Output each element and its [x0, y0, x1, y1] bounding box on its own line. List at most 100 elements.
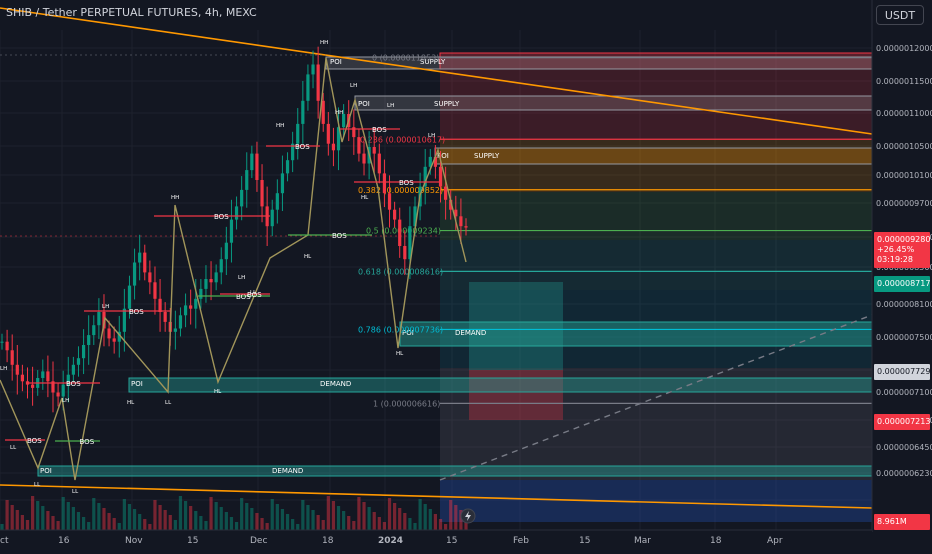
volume-bar: [387, 498, 392, 530]
candle-body: [15, 364, 19, 375]
swing-label: LL: [165, 400, 172, 406]
fib-label: 0.5 (0.000009234): [366, 227, 441, 236]
volume-bar: [428, 509, 432, 530]
x-tick-label: 15: [446, 536, 457, 546]
price-badge: [874, 364, 930, 380]
zone-type-label: SUPPLY: [434, 100, 460, 108]
candle-body: [204, 279, 208, 289]
volume-bar: [46, 511, 50, 530]
volume-bar: [92, 498, 96, 530]
fib-label: 1 (0.000006616): [373, 399, 440, 408]
candle-body: [306, 74, 310, 101]
volume-bar: [214, 502, 218, 530]
lower-trendline: [0, 484, 873, 509]
volume-bar: [362, 502, 366, 530]
volume-bar: [61, 497, 65, 530]
candle-body: [352, 127, 356, 138]
candle-body: [158, 298, 162, 312]
descending-trendline: [0, 7, 873, 135]
fib-band-236: [440, 69, 872, 139]
volume-bar: [148, 524, 152, 530]
volume-bar: [66, 502, 70, 530]
volume-bar: [138, 514, 142, 530]
candle-body: [97, 312, 101, 326]
y-tick-label: 0.0000012000: [876, 44, 932, 53]
x-tick-label: Feb: [513, 536, 529, 546]
bos-label: BOS: [236, 293, 251, 301]
volume-bar: [122, 499, 126, 530]
swing-label: HH: [276, 123, 284, 129]
x-tick-label: Nov: [125, 536, 143, 546]
volume-bar: [209, 497, 213, 530]
volume-bar: [20, 515, 24, 530]
candle-body: [25, 381, 30, 385]
volume-bar: [87, 522, 91, 530]
volume-bar: [301, 500, 305, 530]
candle-body: [275, 193, 279, 210]
y-tick-label: 0.0000008100: [876, 300, 932, 309]
replay-icon[interactable]: [460, 508, 476, 524]
y-tick-label: 0.0000011500: [876, 77, 932, 86]
candle-body: [291, 143, 295, 161]
volume-bar: [459, 510, 463, 530]
price-badge-text: 03:19:28: [877, 255, 913, 264]
time-axis[interactable]: ct 16 Nov 15 Dec 18 2024 15 Feb 15 Mar 18 Apr: [0, 529, 872, 550]
x-tick-label: 18: [322, 536, 334, 546]
poi-demand-zone: [399, 321, 873, 347]
volume-bar: [0, 524, 4, 530]
fib-label: 0.618 (0.000008616): [358, 267, 443, 276]
bos-label: BOS: [247, 291, 262, 299]
price-badge: [874, 232, 930, 268]
bos-label: BOS: [27, 437, 42, 445]
volume-bar: [270, 499, 274, 530]
volume-bar: [418, 499, 422, 530]
candle-body: [61, 384, 65, 397]
volume-bar: [342, 511, 346, 530]
volume-bar: [153, 500, 157, 530]
volume-bar: [158, 505, 162, 530]
zone-type-label: DEMAND: [320, 380, 351, 388]
volume-bar: [41, 506, 45, 530]
candle-body: [10, 350, 14, 365]
swing-label: HH: [320, 40, 328, 46]
candle-body: [362, 153, 366, 164]
price-badge-text: 8.961M: [877, 517, 907, 526]
candle-body: [71, 364, 75, 375]
volume-bar: [311, 510, 315, 530]
volume-bar: [306, 505, 310, 530]
candle-body: [117, 331, 121, 342]
candle-body: [183, 305, 188, 316]
currency-button[interactable]: USDT: [876, 5, 924, 25]
volume-bar: [163, 510, 167, 530]
poi-supply-zone: [354, 95, 873, 111]
x-tick-label: 15: [187, 536, 198, 546]
swing-label: HL: [127, 400, 135, 406]
fib-band-382: [440, 139, 872, 192]
long-target-zone: [469, 282, 563, 370]
bos-label: BOS: [295, 143, 310, 151]
candle-body: [66, 374, 70, 385]
candle-body: [454, 209, 458, 217]
x-tick-label: 18: [710, 536, 722, 546]
price-axis[interactable]: 0.0000012000 0.0000011500 0.0000011000 0.00…: [871, 0, 932, 550]
candle-body: [403, 246, 407, 260]
candle-body: [153, 282, 157, 299]
candle-body: [51, 381, 55, 393]
volume-bar: [56, 521, 60, 530]
zones-layer: POI SUPPLY POI SUPPLY POI SUPPLY POI DEMAND POI D…: [37, 52, 873, 522]
swing-label: LH: [350, 83, 357, 89]
price-badge-text: 0.000009280: [877, 235, 930, 244]
zone-poi-label: POI: [437, 152, 449, 160]
fib-label: 0 (0.000011853): [372, 54, 439, 63]
volume-bar: [189, 506, 193, 530]
swing-label: HH: [335, 110, 343, 116]
candle-body: [372, 147, 376, 154]
swing-label: HL: [304, 254, 312, 260]
candle-body: [260, 180, 264, 207]
candle-body: [214, 272, 218, 283]
zone-type-label: SUPPLY: [420, 58, 446, 66]
price-badge-text: 0.000008717: [877, 279, 930, 288]
volume-bar: [275, 504, 279, 530]
swing-label: LL: [34, 482, 41, 488]
